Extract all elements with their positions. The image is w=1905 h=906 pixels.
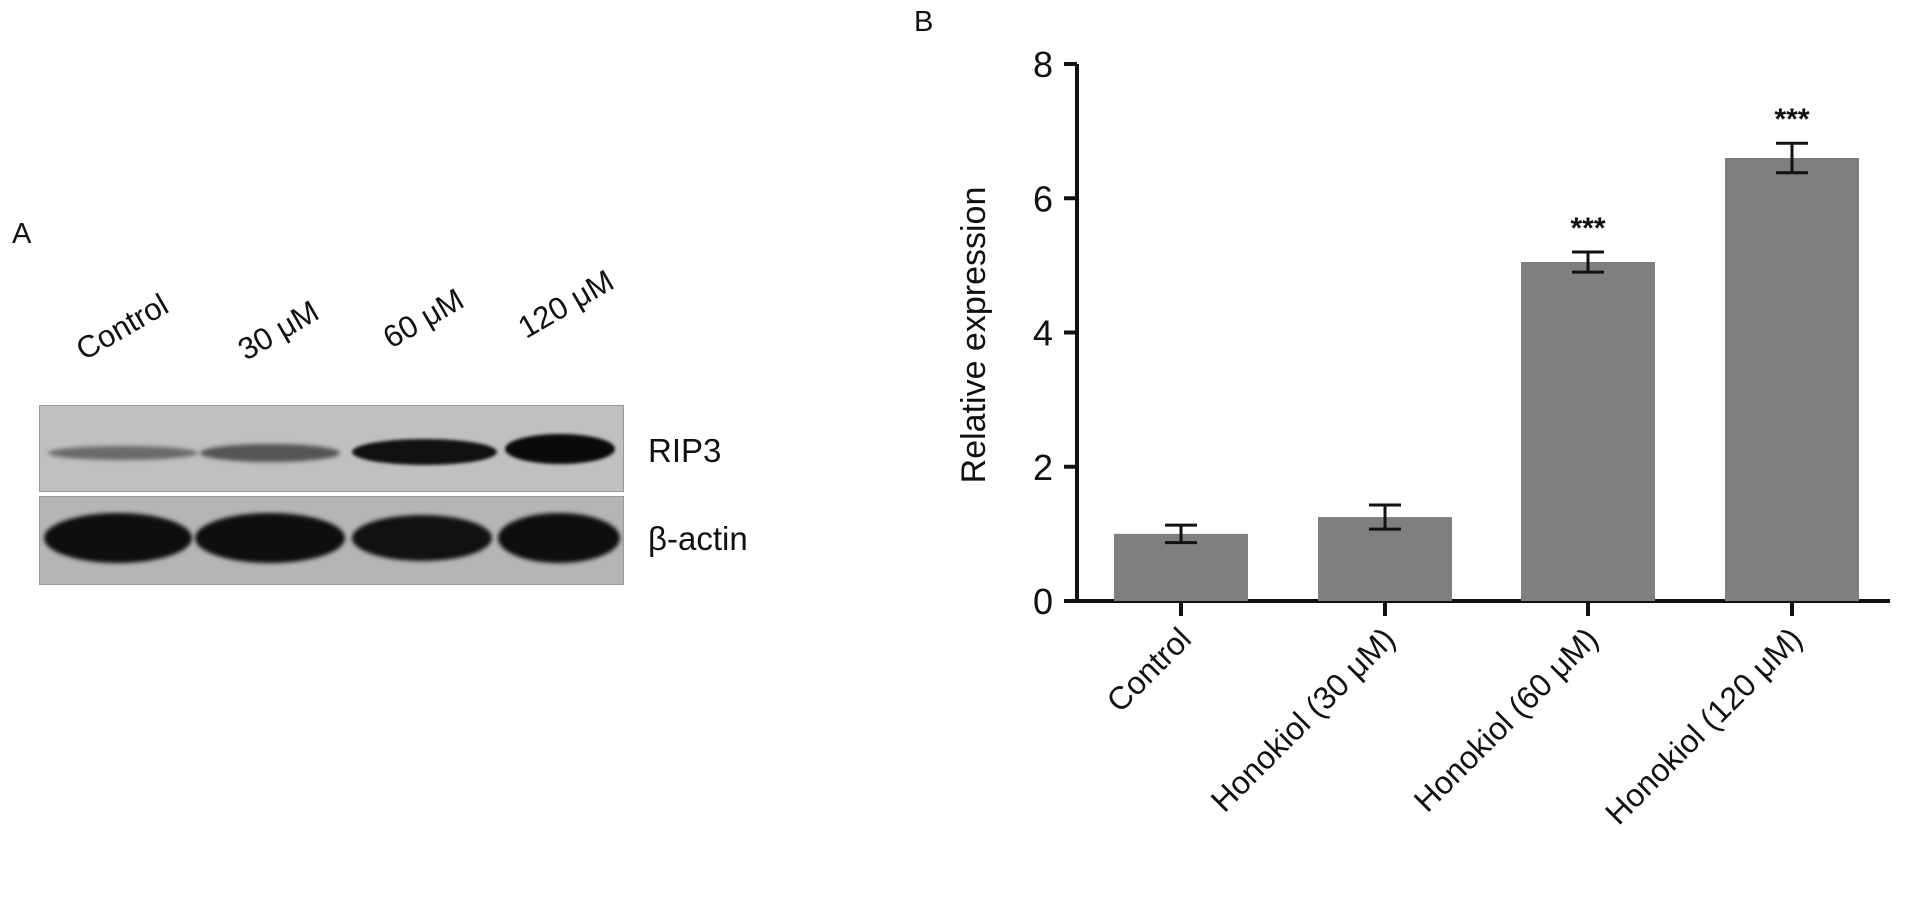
beta-actin-blot: [39, 496, 624, 585]
y-tick-label: 4: [1033, 313, 1053, 354]
x-tick-label: Honokiol (120 μM): [1598, 620, 1809, 831]
significance-label: ***: [1570, 212, 1605, 245]
bar: [1725, 157, 1859, 601]
y-tick-label: 8: [1033, 44, 1053, 85]
rip3-blot: [39, 405, 624, 492]
rip3-band-120um: [505, 434, 615, 464]
actin-band-120um: [498, 513, 620, 563]
protein-label-beta-actin: β-actin: [648, 520, 748, 557]
rip3-band-60um: [352, 439, 497, 465]
actin-band-30um: [195, 513, 345, 563]
y-tick-label: 0: [1033, 581, 1053, 622]
actin-band-60um: [352, 515, 492, 561]
y-tick-label: 6: [1033, 178, 1053, 219]
protein-label-rip3: RIP3: [648, 432, 722, 469]
x-tick-label: Control: [1100, 620, 1198, 718]
x-tick-label: Honokiol (30 μM): [1204, 620, 1402, 818]
rip3-band-30um: [200, 444, 340, 462]
actin-band-control: [44, 513, 192, 563]
panel-b-label: B: [914, 6, 934, 38]
significance-label: ***: [1774, 103, 1809, 136]
rip3-band-control: [48, 446, 198, 460]
y-tick-label: 2: [1033, 447, 1053, 488]
bar: [1318, 517, 1452, 601]
x-tick-label: Honokiol (60 μM): [1407, 620, 1605, 818]
panel-a-label: A: [12, 218, 32, 250]
bar: [1114, 533, 1248, 601]
bar: [1521, 262, 1655, 601]
y-axis-label: Relative expression: [955, 187, 993, 484]
